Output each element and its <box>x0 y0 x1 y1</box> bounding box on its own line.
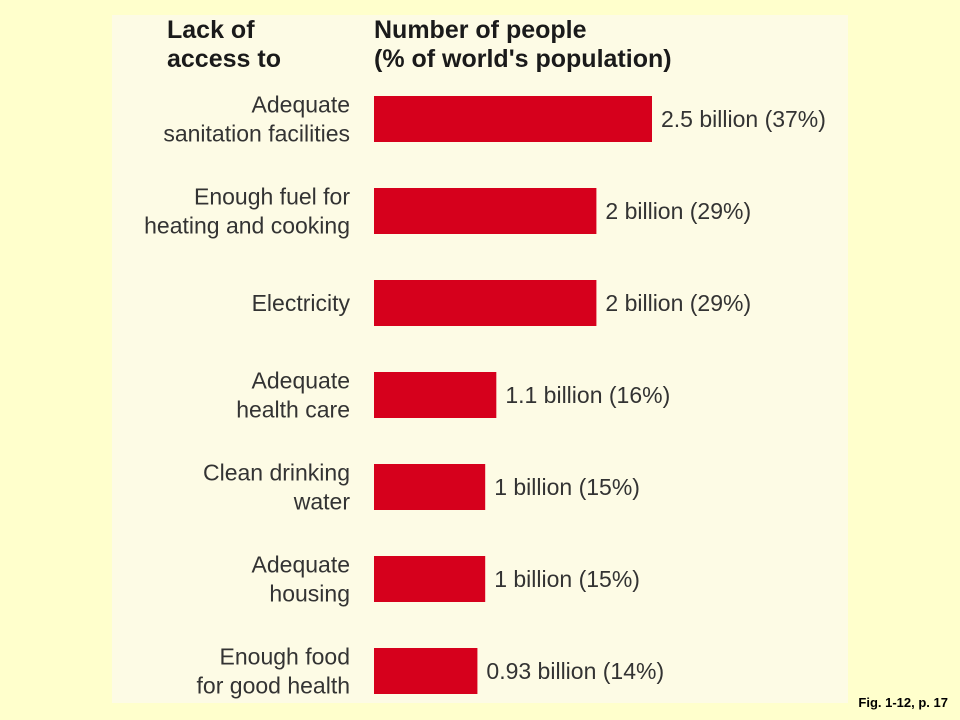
category-label-5: Adequate housing <box>252 552 350 607</box>
category-header: Lack of access to <box>167 16 281 73</box>
data-label-3: 1.1 billion (16%) <box>505 382 670 408</box>
bar-2 <box>374 280 597 326</box>
data-label-0: 2.5 billion (37%) <box>661 106 826 132</box>
bar-0 <box>374 96 652 142</box>
category-label-6: Enough food for good health <box>197 644 350 699</box>
data-label-4: 1 billion (15%) <box>494 474 640 500</box>
figure-caption: Fig. 1-12, p. 17 <box>858 695 948 710</box>
category-label-3: Adequate health care <box>236 368 350 423</box>
category-label-0: Adequate sanitation facilities <box>163 92 350 147</box>
data-label-5: 1 billion (15%) <box>494 566 640 592</box>
data-label-6: 0.93 billion (14%) <box>486 658 664 684</box>
category-label-4: Clean drinking water <box>203 460 350 515</box>
bar-5 <box>374 556 486 602</box>
value-header: Number of people (% of world's populatio… <box>374 16 672 73</box>
bar-6 <box>374 648 478 694</box>
data-label-2: 2 billion (29%) <box>605 290 751 316</box>
category-label-2: Electricity <box>252 290 351 316</box>
bar-3 <box>374 372 497 418</box>
category-label-1: Enough fuel for heating and cooking <box>144 184 350 239</box>
data-label-1: 2 billion (29%) <box>605 198 751 224</box>
bar-1 <box>374 188 597 234</box>
bar-4 <box>374 464 486 510</box>
